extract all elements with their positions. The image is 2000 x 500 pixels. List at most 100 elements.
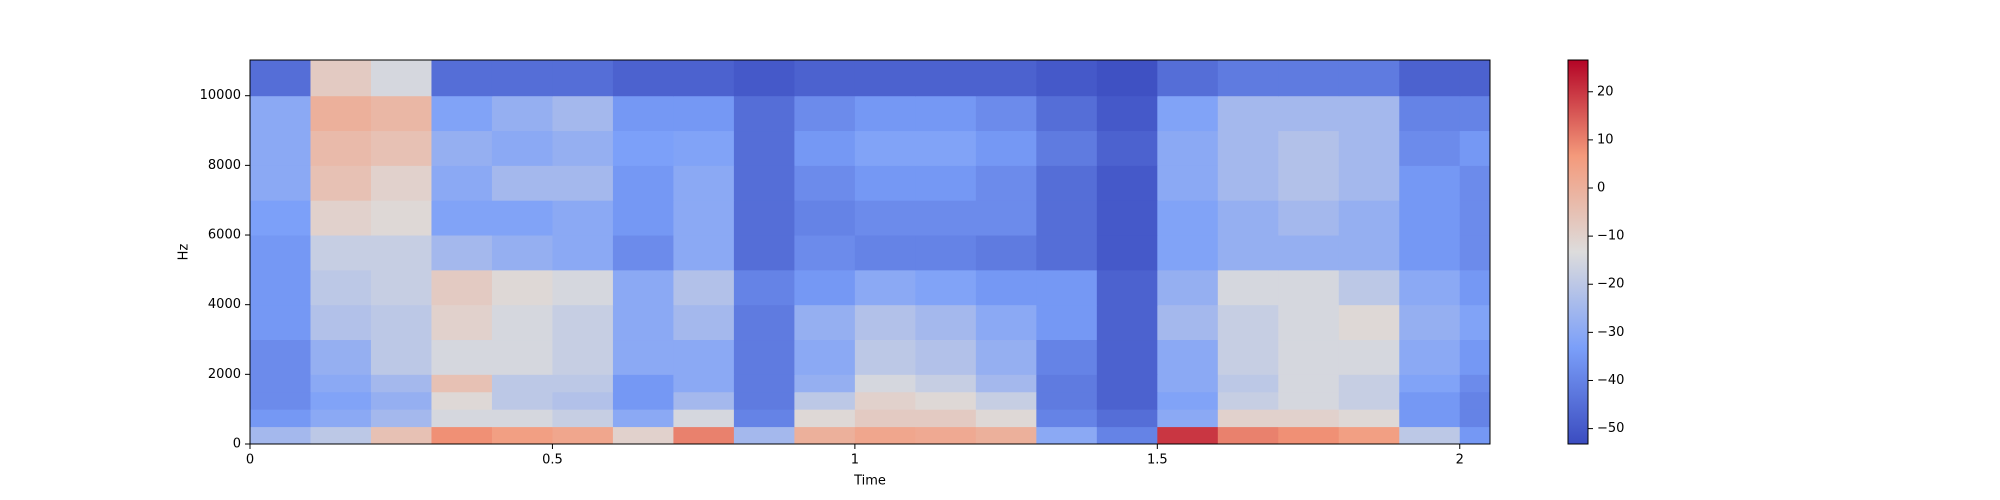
cell (1278, 339, 1340, 375)
cell (491, 235, 553, 271)
cell (1096, 200, 1158, 236)
cell (673, 426, 735, 445)
cell (310, 409, 372, 428)
x-tick-label: 0.5 (542, 453, 563, 468)
x-tick-label: 2 (1456, 453, 1464, 468)
cell (431, 165, 493, 201)
cell (915, 60, 977, 97)
cell (1459, 374, 1491, 393)
cell (673, 60, 735, 97)
cell (1338, 130, 1400, 166)
y-tick-label: 0 (233, 437, 241, 452)
cell (1096, 409, 1158, 428)
cell (1459, 200, 1491, 236)
cell (552, 391, 614, 410)
cell (733, 269, 795, 306)
cell (370, 200, 432, 236)
cell (915, 339, 977, 375)
colorbar-tick-label: −30 (1597, 325, 1624, 340)
cell (552, 409, 614, 428)
cell (733, 130, 795, 166)
cell (370, 269, 432, 306)
cell (1036, 235, 1098, 271)
colorbar-tick-label: 10 (1597, 132, 1614, 147)
cell (1278, 374, 1340, 393)
cell (673, 95, 735, 132)
cell (1217, 339, 1279, 375)
cell (794, 165, 856, 201)
cell (1157, 200, 1219, 236)
cell (733, 409, 795, 428)
cell (854, 409, 916, 428)
cell (1338, 60, 1400, 97)
cell (552, 426, 614, 445)
cell (310, 165, 372, 201)
cell (250, 130, 311, 166)
cell (1278, 409, 1340, 428)
cell (310, 130, 372, 166)
cell (1217, 130, 1279, 166)
cell (1157, 269, 1219, 306)
cell (1278, 200, 1340, 236)
cell (975, 200, 1037, 236)
cell (431, 304, 493, 341)
cell (310, 269, 372, 306)
cell (794, 130, 856, 166)
cell (975, 130, 1037, 166)
cell (552, 339, 614, 375)
cell (491, 200, 553, 236)
cell (1157, 409, 1219, 428)
cell (370, 235, 432, 271)
cell (854, 130, 916, 166)
y-tick-label: 4000 (208, 297, 241, 312)
cell (1399, 374, 1461, 393)
cell (552, 130, 614, 166)
cell (1459, 95, 1491, 132)
cell (1157, 304, 1219, 341)
cell (1338, 374, 1400, 393)
cell (1338, 409, 1400, 428)
cell (552, 304, 614, 341)
cell (1278, 165, 1340, 201)
cell (1096, 130, 1158, 166)
cell (1459, 60, 1491, 97)
cell (552, 269, 614, 306)
cell (1459, 339, 1491, 375)
cell (1278, 60, 1340, 97)
cell (370, 60, 432, 97)
cell (854, 304, 916, 341)
cell (794, 391, 856, 410)
y-tick-label: 6000 (208, 228, 241, 243)
cell (612, 339, 674, 375)
y-tick-label: 10000 (200, 88, 241, 103)
cell (673, 304, 735, 341)
cell (915, 200, 977, 236)
cell (1036, 200, 1098, 236)
cell (310, 339, 372, 375)
cell (1036, 130, 1098, 166)
cell (491, 391, 553, 410)
x-tick-label: 0 (246, 453, 254, 468)
cell (1217, 391, 1279, 410)
cell (1278, 95, 1340, 132)
cell (1399, 235, 1461, 271)
cell (975, 95, 1037, 132)
colorbar-tick-label: −10 (1597, 229, 1624, 244)
cell (1459, 409, 1491, 428)
cell (1036, 165, 1098, 201)
cell (431, 339, 493, 375)
cell (673, 269, 735, 306)
cell (1096, 391, 1158, 410)
cell (370, 374, 432, 393)
cell (1399, 426, 1461, 445)
cell (552, 60, 614, 97)
cell (854, 165, 916, 201)
cell (612, 374, 674, 393)
cell (1096, 339, 1158, 375)
cell (1278, 130, 1340, 166)
cell (1399, 391, 1461, 410)
cell (491, 409, 553, 428)
cell (370, 426, 432, 445)
cell (552, 95, 614, 132)
cell (310, 200, 372, 236)
